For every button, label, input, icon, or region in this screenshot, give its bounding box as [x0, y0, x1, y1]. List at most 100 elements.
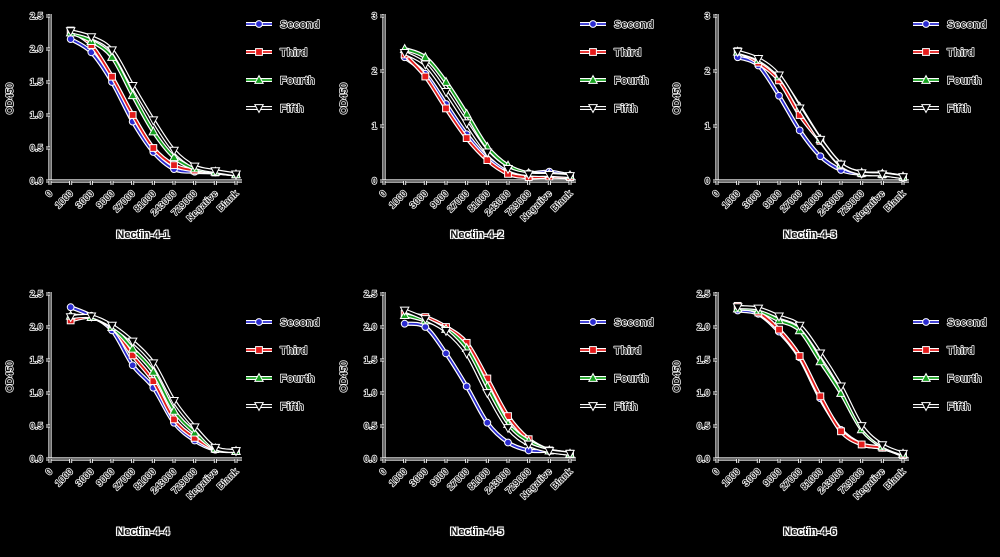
triangle-down-marker — [86, 33, 97, 43]
x-tick-label: 0 — [711, 466, 723, 478]
triangle-down-marker — [815, 135, 826, 146]
square-marker — [255, 48, 263, 56]
y-tick-label: 1.0 — [30, 110, 43, 121]
y-tick-label: 2 — [372, 66, 377, 77]
chart-canvas-nectin-4-5: 0.00.51.01.52.02.50100030009000270008100… — [338, 289, 654, 503]
chart-panel-nectin-4-5: 0.0 0.5 1.0 1.5 2.0 2.5 0 1000 3000 9000 27000 8100… — [334, 278, 667, 557]
triangle-down-marker — [856, 169, 867, 179]
legend-label: Second — [280, 19, 320, 31]
triangle-down-marker — [461, 119, 472, 129]
legend-entry-third: Third — [913, 46, 975, 60]
y-tick-label: 2.5 — [364, 289, 378, 300]
triangle-down-marker — [127, 82, 138, 92]
triangle-down-marker — [523, 440, 534, 450]
legend-label: Second — [280, 317, 320, 329]
legend-label: Third — [280, 345, 308, 357]
legend-label: Second — [947, 19, 987, 31]
chart-title: Nectin-4-2 — [450, 229, 504, 241]
y-tick-label: 1.5 — [30, 77, 44, 88]
y-tick-label: 3 — [372, 11, 377, 22]
triangle-down-marker — [106, 321, 118, 332]
triangle-up-marker — [253, 372, 265, 382]
legend-label: Third — [947, 47, 975, 59]
triangle-down-marker — [877, 441, 888, 451]
y-tick-label: 2.5 — [697, 289, 711, 300]
chart-title: Nectin-4-3 — [783, 229, 837, 241]
legend-entry-fourth: Fourth — [580, 372, 650, 386]
circle-marker — [66, 35, 75, 43]
legend-entry-fifth: Fifth — [246, 102, 305, 116]
legend-label: Second — [614, 317, 654, 329]
x-tick-label: 1000 — [53, 188, 76, 211]
triangle-down-marker — [587, 104, 599, 114]
triangle-up-marker — [920, 372, 932, 382]
triangle-down-marker — [86, 312, 97, 322]
circle-marker — [255, 20, 263, 28]
series-fourth-line — [732, 303, 909, 458]
triangle-down-marker — [773, 71, 785, 81]
y-axis-label: OD450 — [672, 82, 683, 114]
x-tick-label: 3000 — [408, 466, 431, 489]
triangle-down-marker — [189, 162, 200, 172]
circle-marker — [589, 20, 597, 28]
y-axis-label: OD450 — [672, 360, 683, 392]
triangle-down-marker — [210, 167, 221, 177]
circle-marker — [66, 303, 75, 312]
square-marker — [857, 440, 866, 449]
chart-title: Nectin-4-5 — [450, 526, 504, 538]
y-tick-label: 0.0 — [364, 454, 377, 465]
legend-entry-third: Third — [580, 46, 642, 60]
legend-label: Fifth — [947, 401, 971, 413]
series-third-line — [66, 313, 240, 455]
chart-canvas-nectin-4-3: 012301000300090002700081000243000729000N… — [671, 11, 987, 225]
chart-canvas-nectin-4-6: 0.00.51.01.52.02.50100030009000270008100… — [671, 289, 987, 503]
y-tick-label: 1 — [372, 121, 378, 132]
triangle-down-marker — [106, 46, 118, 56]
chart-panel-nectin-4-1: 0.0 0.5 1.0 1.5 2.0 2.5 0 1000 3000 9000 27000 8100… — [0, 0, 334, 278]
triangle-down-marker — [482, 148, 493, 158]
y-tick-label: 0.0 — [30, 176, 43, 187]
triangle-up-marker — [127, 343, 138, 353]
triangle-down-marker — [564, 172, 576, 182]
series-fifth-line — [65, 312, 242, 457]
x-tick-label: 0 — [378, 466, 390, 478]
circle-marker — [504, 438, 512, 447]
legend-entry-fifth: Fifth — [580, 400, 639, 414]
triangle-down-marker — [230, 447, 242, 457]
y-tick-label: 1.0 — [30, 388, 43, 399]
triangle-down-marker — [920, 104, 932, 114]
y-tick-label: 1.0 — [364, 388, 377, 399]
chart-panel-nectin-4-4: 0.0 0.5 1.0 1.5 2.0 2.5 0 1000 3000 9000 27000 8100… — [0, 278, 334, 557]
x-tick-label: Blank — [215, 188, 242, 215]
y-tick-label: 1.5 — [30, 355, 44, 366]
chart-legend: Second Third Fourth Fifth — [246, 18, 320, 116]
legend-label: Fourth — [947, 75, 982, 87]
legend-entry-second: Second — [580, 18, 654, 32]
legend-entry-second: Second — [246, 316, 320, 330]
triangle-down-marker — [399, 306, 410, 316]
square-marker — [922, 346, 930, 354]
series-second-line — [733, 53, 907, 182]
y-tick-label: 2.0 — [364, 322, 377, 333]
legend-label: Second — [947, 317, 987, 329]
square-marker — [442, 104, 450, 113]
triangle-down-marker — [253, 104, 265, 114]
square-marker — [170, 415, 178, 424]
circle-marker — [462, 382, 471, 391]
legend-entry-fifth: Fifth — [913, 400, 972, 414]
triangle-down-marker — [732, 47, 743, 58]
y-tick-label: 2.0 — [30, 44, 43, 55]
square-marker — [775, 325, 783, 334]
x-tick-label: Blank — [882, 188, 909, 215]
legend-label: Second — [614, 19, 654, 31]
circle-marker — [589, 318, 597, 326]
legend-entry-second: Second — [913, 316, 987, 330]
triangle-down-marker — [65, 27, 76, 37]
circle-marker — [922, 20, 930, 28]
triangle-down-marker — [399, 48, 410, 59]
y-tick-label: 2.0 — [697, 322, 710, 333]
triangle-down-marker — [210, 443, 221, 454]
x-tick-label: Blank — [549, 188, 576, 215]
y-tick-label: 0 — [372, 176, 377, 187]
